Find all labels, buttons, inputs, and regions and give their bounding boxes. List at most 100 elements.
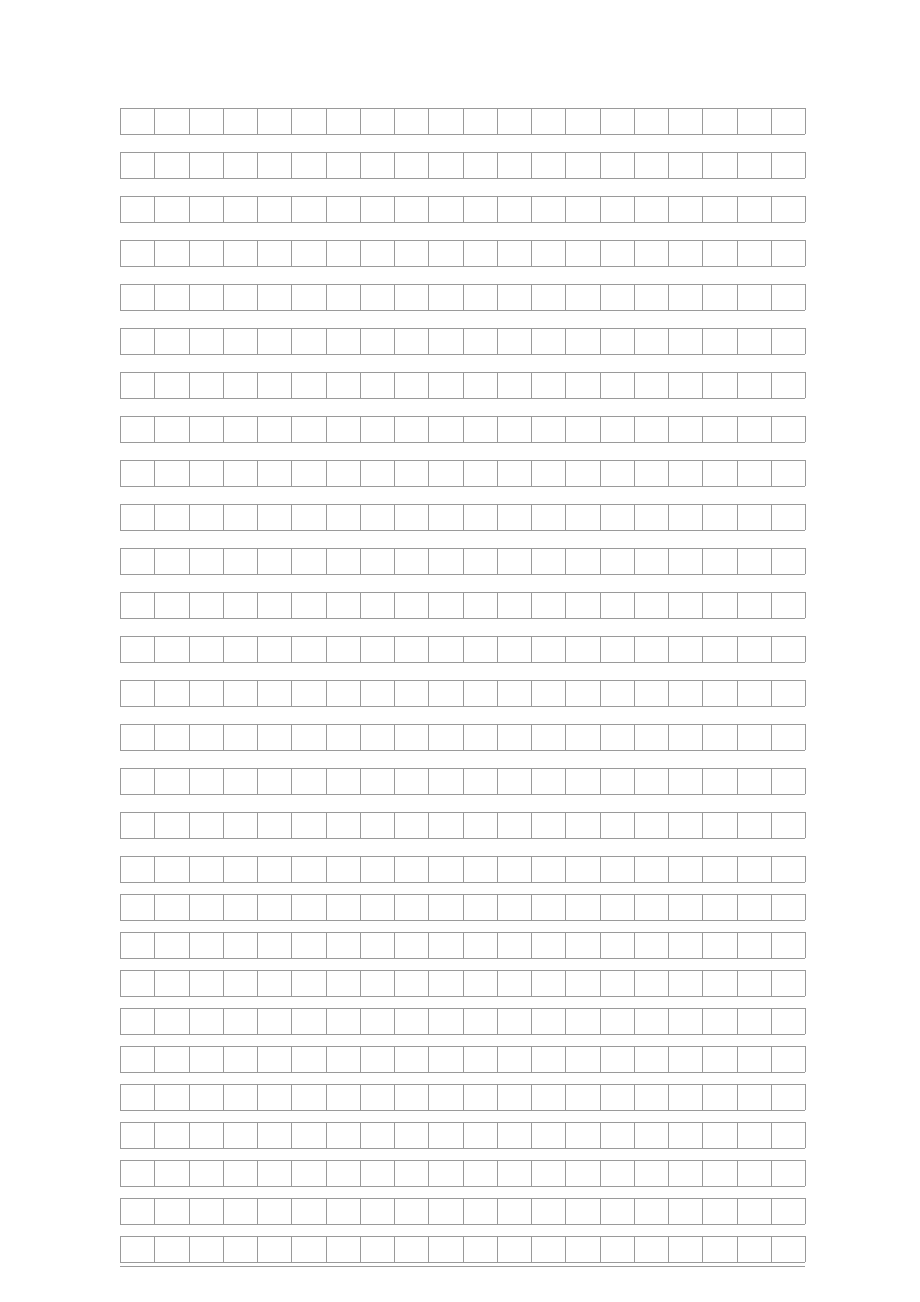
grid-vline: [668, 1236, 669, 1262]
grid-vline: [463, 812, 464, 838]
grid-vline: [463, 240, 464, 266]
grid-vline: [360, 1008, 361, 1034]
grid-vline: [737, 680, 738, 706]
grid-vline: [805, 416, 806, 442]
grid-vline: [565, 416, 566, 442]
grid-vline: [531, 856, 532, 882]
grid-vline: [600, 416, 601, 442]
grid-vline: [805, 372, 806, 398]
grid-vline: [771, 894, 772, 920]
grid-vline: [428, 548, 429, 574]
grid-vline: [805, 1008, 806, 1034]
grid-vline: [189, 240, 190, 266]
grid-vline: [463, 932, 464, 958]
grid-vline: [702, 680, 703, 706]
grid-vline: [497, 1198, 498, 1224]
grid-vline: [463, 592, 464, 618]
grid-vline: [428, 372, 429, 398]
grid-vline: [497, 108, 498, 134]
grid-bottom-rule: [120, 1266, 805, 1267]
grid-vline: [771, 240, 772, 266]
grid-vline: [771, 1236, 772, 1262]
grid-vline: [120, 1160, 121, 1186]
grid-vline: [805, 856, 806, 882]
grid-vline: [805, 548, 806, 574]
grid-vline: [805, 328, 806, 354]
grid-vline: [668, 460, 669, 486]
grid-vline: [531, 1122, 532, 1148]
grid-vline: [291, 108, 292, 134]
grid-vline: [737, 932, 738, 958]
grid-vline: [189, 372, 190, 398]
grid-vline: [189, 724, 190, 750]
grid-vline: [565, 894, 566, 920]
grid-vline: [600, 284, 601, 310]
grid-hline: [120, 1110, 805, 1111]
grid-vline: [497, 812, 498, 838]
grid-vline: [634, 240, 635, 266]
grid-vline: [600, 1236, 601, 1262]
grid-vline: [360, 548, 361, 574]
grid-vline: [771, 108, 772, 134]
grid-vline: [257, 548, 258, 574]
grid-vline: [154, 894, 155, 920]
grid-vline: [497, 636, 498, 662]
grid-vline: [805, 504, 806, 530]
grid-vline: [737, 724, 738, 750]
grid-vline: [805, 1198, 806, 1224]
grid-hline: [120, 958, 805, 959]
grid-vline: [600, 196, 601, 222]
grid-vline: [189, 460, 190, 486]
grid-vline: [702, 328, 703, 354]
grid-vline: [326, 196, 327, 222]
grid-vline: [223, 812, 224, 838]
grid-vline: [463, 1008, 464, 1034]
grid-vline: [771, 636, 772, 662]
grid-vline: [394, 856, 395, 882]
grid-vline: [189, 1008, 190, 1034]
grid-vline: [634, 724, 635, 750]
grid-vline: [360, 894, 361, 920]
grid-vline: [565, 108, 566, 134]
grid-vline: [737, 856, 738, 882]
grid-vline: [223, 592, 224, 618]
grid-vline: [565, 724, 566, 750]
grid-vline: [394, 680, 395, 706]
grid-vline: [600, 856, 601, 882]
grid-vline: [668, 372, 669, 398]
grid-vline: [634, 636, 635, 662]
grid-hline: [120, 750, 805, 751]
grid-hline: [120, 618, 805, 619]
grid-vline: [291, 460, 292, 486]
grid-hline: [120, 178, 805, 179]
grid-vline: [189, 856, 190, 882]
grid-vline: [428, 1046, 429, 1072]
grid-vline: [668, 1160, 669, 1186]
grid-vline: [600, 1122, 601, 1148]
grid-vline: [600, 894, 601, 920]
grid-hline: [120, 920, 805, 921]
grid-vline: [428, 1122, 429, 1148]
grid-vline: [600, 1198, 601, 1224]
grid-vline: [257, 152, 258, 178]
grid-vline: [154, 812, 155, 838]
grid-vline: [360, 680, 361, 706]
grid-vline: [737, 460, 738, 486]
grid-vline: [360, 636, 361, 662]
grid-vline: [634, 460, 635, 486]
grid-vline: [120, 1122, 121, 1148]
grid-vline: [634, 108, 635, 134]
grid-vline: [771, 1008, 772, 1034]
grid-vline: [668, 1084, 669, 1110]
grid-vline: [428, 636, 429, 662]
grid-vline: [668, 504, 669, 530]
grid-vline: [360, 856, 361, 882]
grid-vline: [257, 932, 258, 958]
grid-vline: [565, 1236, 566, 1262]
grid-vline: [326, 1084, 327, 1110]
grid-vline: [257, 460, 258, 486]
grid-vline: [702, 548, 703, 574]
grid-vline: [291, 548, 292, 574]
grid-vline: [771, 970, 772, 996]
grid-vline: [771, 284, 772, 310]
